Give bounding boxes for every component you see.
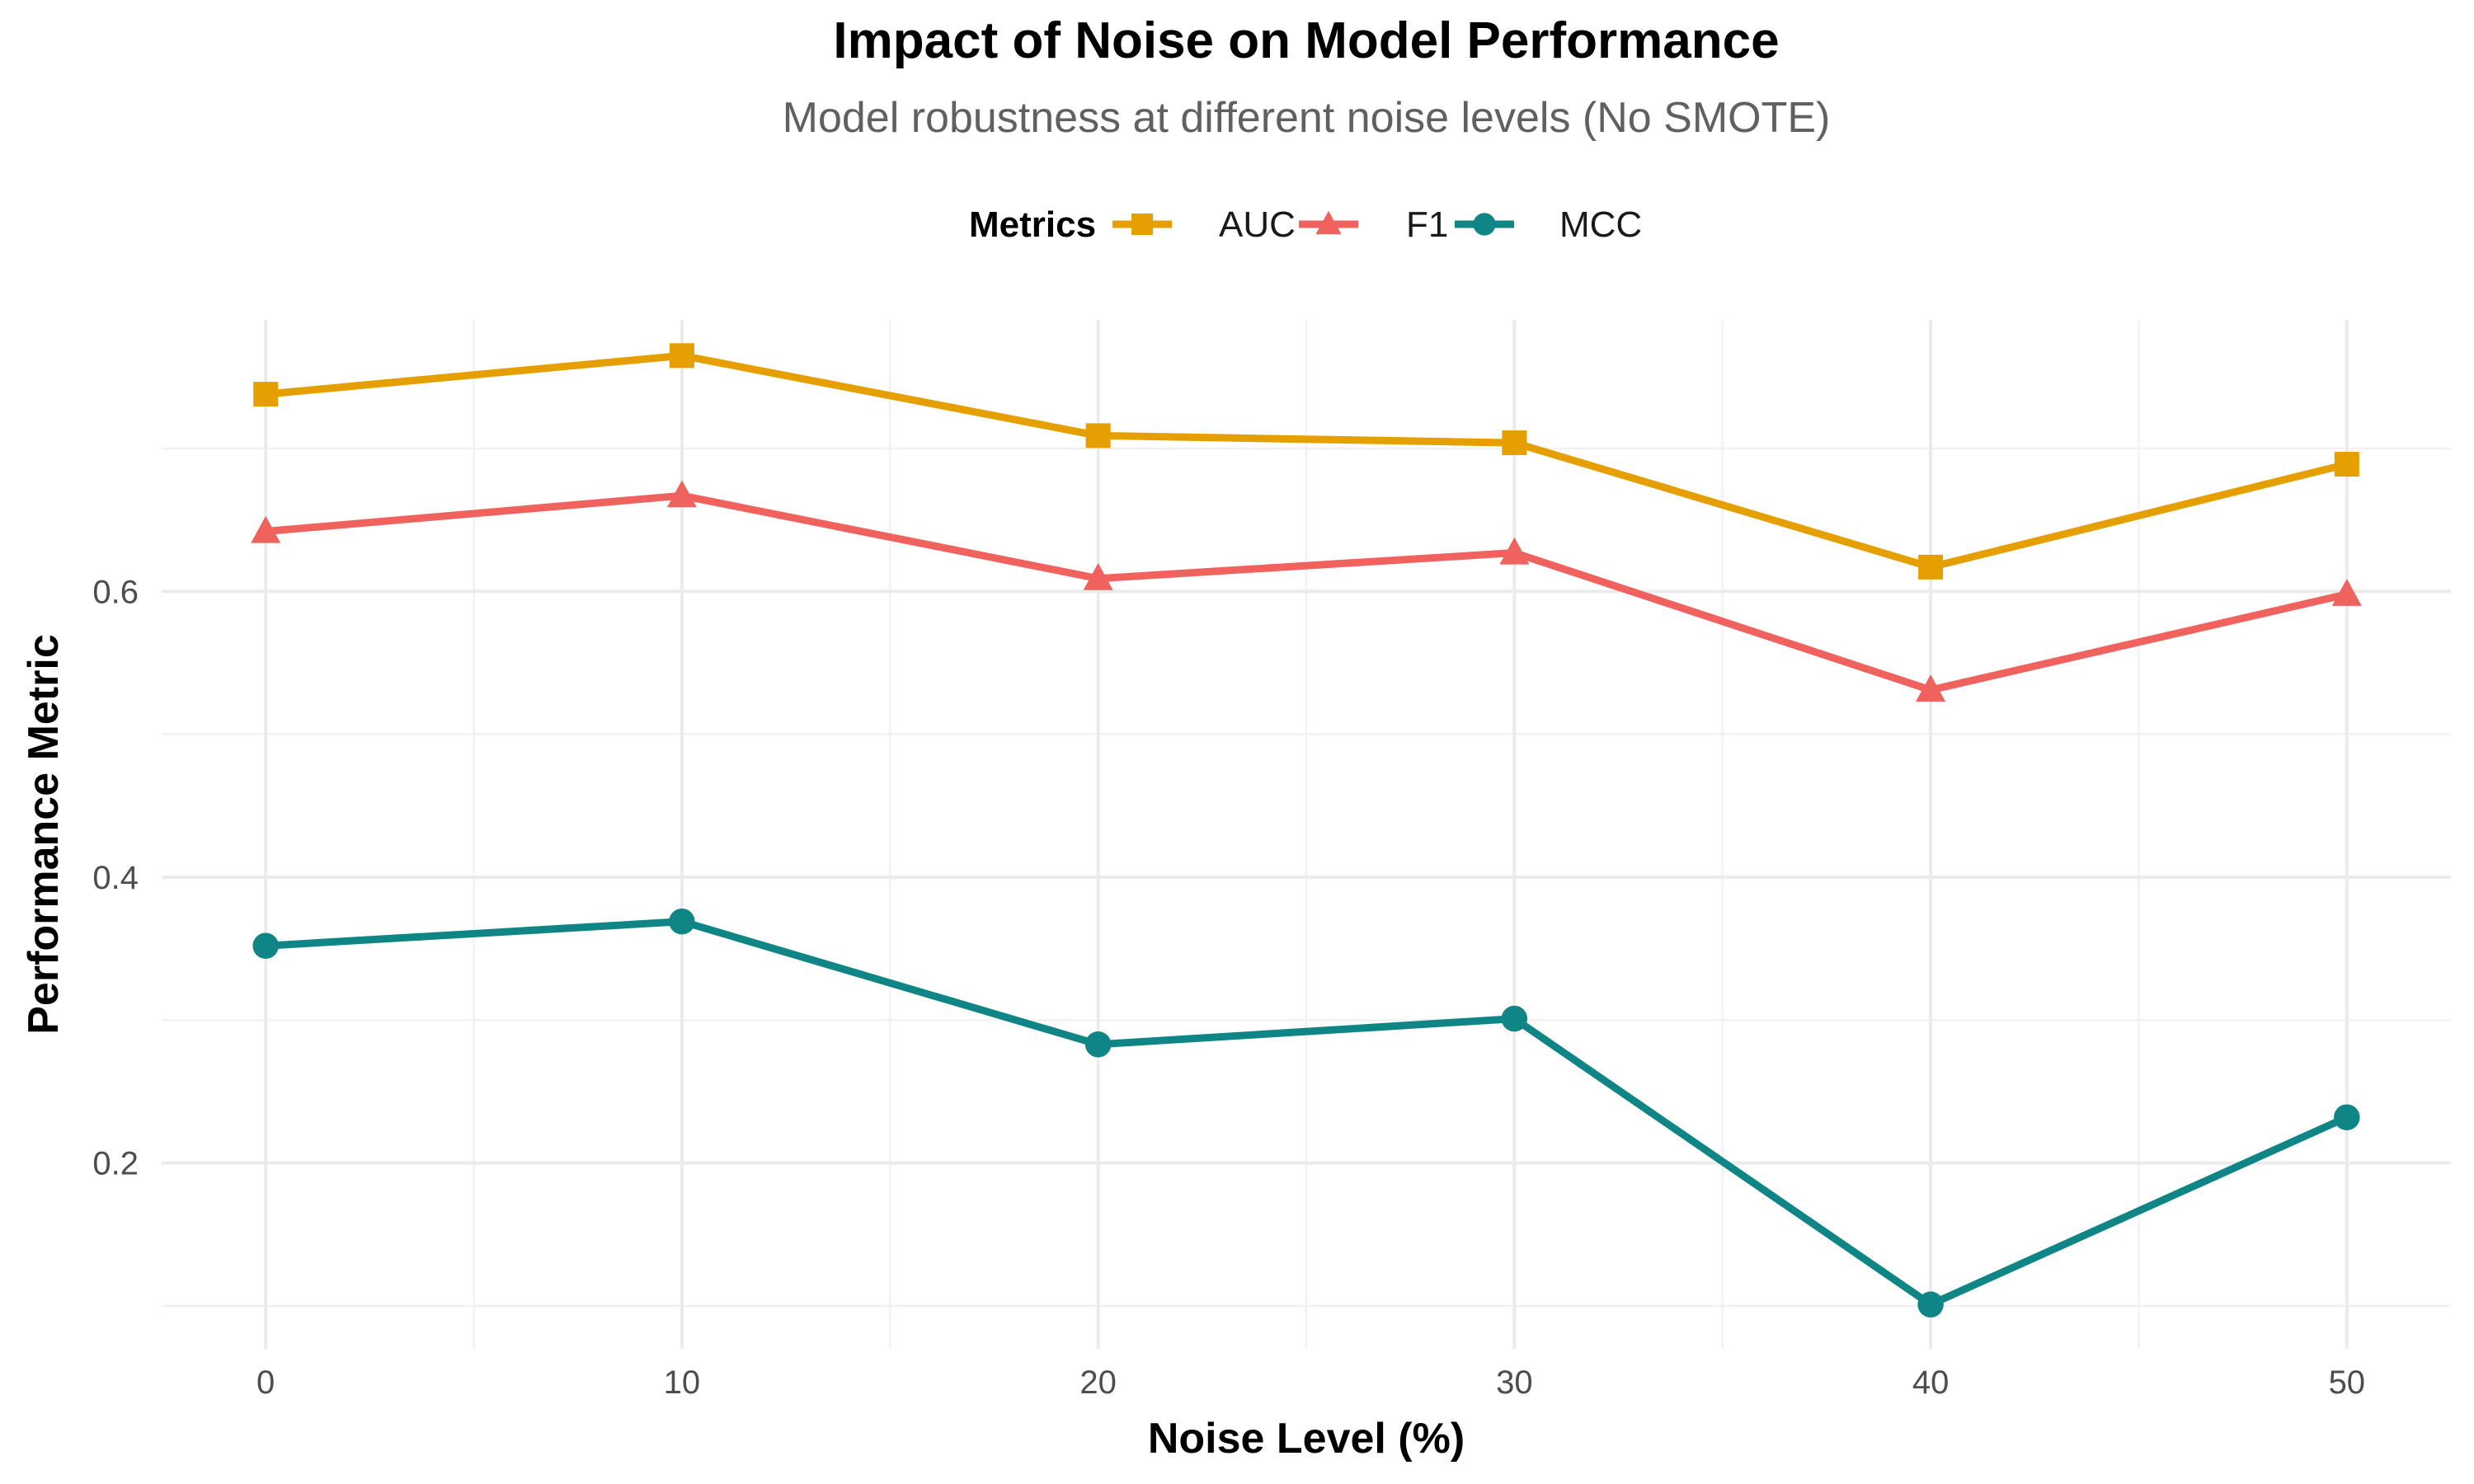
- data-point-f1: [1499, 537, 1530, 565]
- data-point-auc: [1085, 423, 1111, 448]
- legend-item-f1: F1: [1299, 204, 1448, 245]
- legend-item-mcc: MCC: [1455, 204, 1642, 245]
- data-point-mcc: [1084, 1031, 1112, 1058]
- series-auc: [253, 343, 2359, 580]
- series-f1: [251, 480, 2362, 702]
- data-point-auc: [1502, 430, 1527, 456]
- x-tick-label: 30: [1496, 1364, 1533, 1401]
- series-line-mcc: [265, 918, 2349, 1308]
- data-point-mcc: [1917, 1291, 1944, 1318]
- data-point-f1: [251, 515, 281, 543]
- series-mcc: [252, 908, 2360, 1318]
- x-tick-label: 20: [1079, 1364, 1117, 1401]
- data-point-mcc: [1501, 1005, 1528, 1032]
- y-tick-label: 0.4: [92, 860, 139, 896]
- data-point-f1: [2331, 579, 2362, 606]
- data-point-auc: [2334, 452, 2359, 477]
- data-point-mcc: [669, 908, 695, 935]
- x-tick-label: 50: [2329, 1364, 2366, 1401]
- data-point-auc: [1918, 554, 1944, 580]
- x-tick-label: 40: [1912, 1364, 1950, 1401]
- data-point-f1: [666, 480, 697, 508]
- x-axis-title: Noise Level (%): [1148, 1415, 1465, 1463]
- legend-key-marker-f1: [1315, 210, 1342, 235]
- legend-label-mcc: MCC: [1559, 204, 1642, 245]
- legend-label-f1: F1: [1406, 204, 1448, 245]
- legend: Metrics AUC F1 MCC: [969, 204, 1642, 245]
- grid: [162, 320, 2451, 1349]
- legend-key-marker-auc: [1131, 214, 1153, 235]
- chart-subtitle: Model robustness at different noise leve…: [783, 94, 1831, 142]
- legend-key-marker-mcc: [1473, 213, 1496, 236]
- series-line-auc: [265, 351, 2348, 571]
- data-point-f1: [1083, 562, 1113, 590]
- data-point-mcc: [252, 932, 279, 959]
- data-point-auc: [669, 343, 694, 369]
- axis-ticks: 0 10 20 30 40 50 0.2 0.4 0.6: [92, 574, 2365, 1401]
- series-lines: [251, 343, 2362, 1318]
- legend-label-auc: AUC: [1219, 204, 1296, 245]
- chart-title: Impact of Noise on Model Performance: [833, 12, 1779, 69]
- data-point-mcc: [2334, 1104, 2360, 1130]
- series-line-f1: [265, 491, 2348, 694]
- x-tick-label: 10: [664, 1364, 701, 1401]
- data-point-f1: [1916, 674, 1946, 702]
- x-tick-label: 0: [256, 1364, 275, 1401]
- legend-title: Metrics: [969, 204, 1096, 245]
- data-point-auc: [253, 382, 279, 407]
- legend-item-auc: AUC: [1112, 204, 1296, 245]
- y-tick-label: 0.2: [92, 1146, 139, 1182]
- y-axis-title: Performance Metric: [20, 634, 68, 1035]
- y-tick-label: 0.6: [92, 574, 139, 610]
